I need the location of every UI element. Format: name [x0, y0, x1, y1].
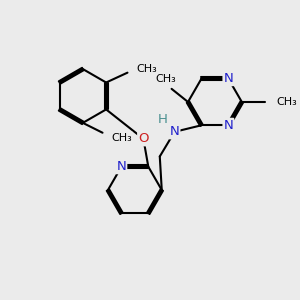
- Text: N: N: [224, 119, 233, 132]
- Text: O: O: [138, 132, 148, 145]
- Text: N: N: [224, 72, 233, 85]
- Text: CH₃: CH₃: [136, 64, 157, 74]
- Text: CH₃: CH₃: [155, 74, 176, 84]
- Text: CH₃: CH₃: [276, 97, 297, 107]
- Text: N: N: [116, 160, 126, 173]
- Text: N: N: [170, 125, 179, 138]
- Text: H: H: [158, 112, 167, 125]
- Text: CH₃: CH₃: [111, 133, 132, 142]
